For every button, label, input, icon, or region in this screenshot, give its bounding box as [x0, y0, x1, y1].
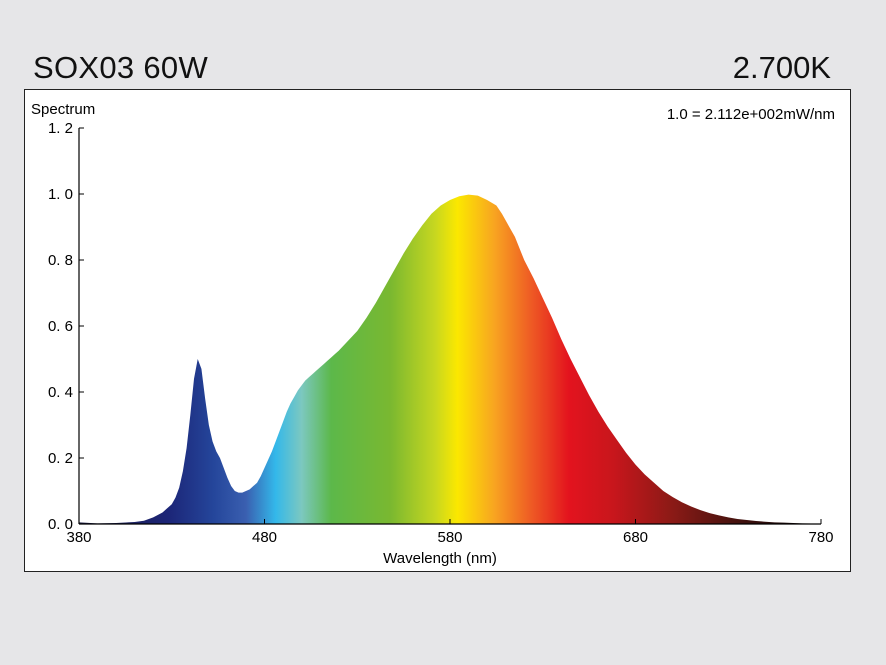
product-name: SOX03 60W: [33, 50, 209, 85]
x-tick-label: 680: [623, 529, 648, 546]
spectrum-chart: 0. 0 0. 2 0. 4 0. 6 0. 8 1. 0 1. 2 380 480 580 68…: [31, 101, 835, 567]
scale-note: 1.0 = 2.112e+002mW/nm: [667, 106, 835, 123]
y-axis-label: Spectrum: [31, 101, 95, 118]
x-tick-label: 380: [66, 529, 91, 546]
spectrum-area: [79, 194, 821, 524]
x-tick-label: 580: [437, 529, 462, 546]
y-tick-label: 1. 0: [48, 186, 73, 203]
x-axis-label: Wavelength (nm): [383, 550, 497, 567]
x-tick-label: 780: [808, 529, 833, 546]
color-temperature: 2.700K: [732, 50, 831, 85]
y-tick-label: 0. 4: [48, 384, 73, 401]
x-tick-label: 480: [252, 529, 277, 546]
y-tick-label: 0. 8: [48, 252, 73, 269]
chart-panel: 0. 0 0. 2 0. 4 0. 6 0. 8 1. 0 1. 2 380 480 580 68…: [24, 89, 851, 572]
y-tick-label: 0. 0: [48, 516, 73, 533]
y-tick-label: 0. 2: [48, 450, 73, 467]
y-tick-label: 1. 2: [48, 120, 73, 137]
y-tick-label: 0. 6: [48, 318, 73, 335]
